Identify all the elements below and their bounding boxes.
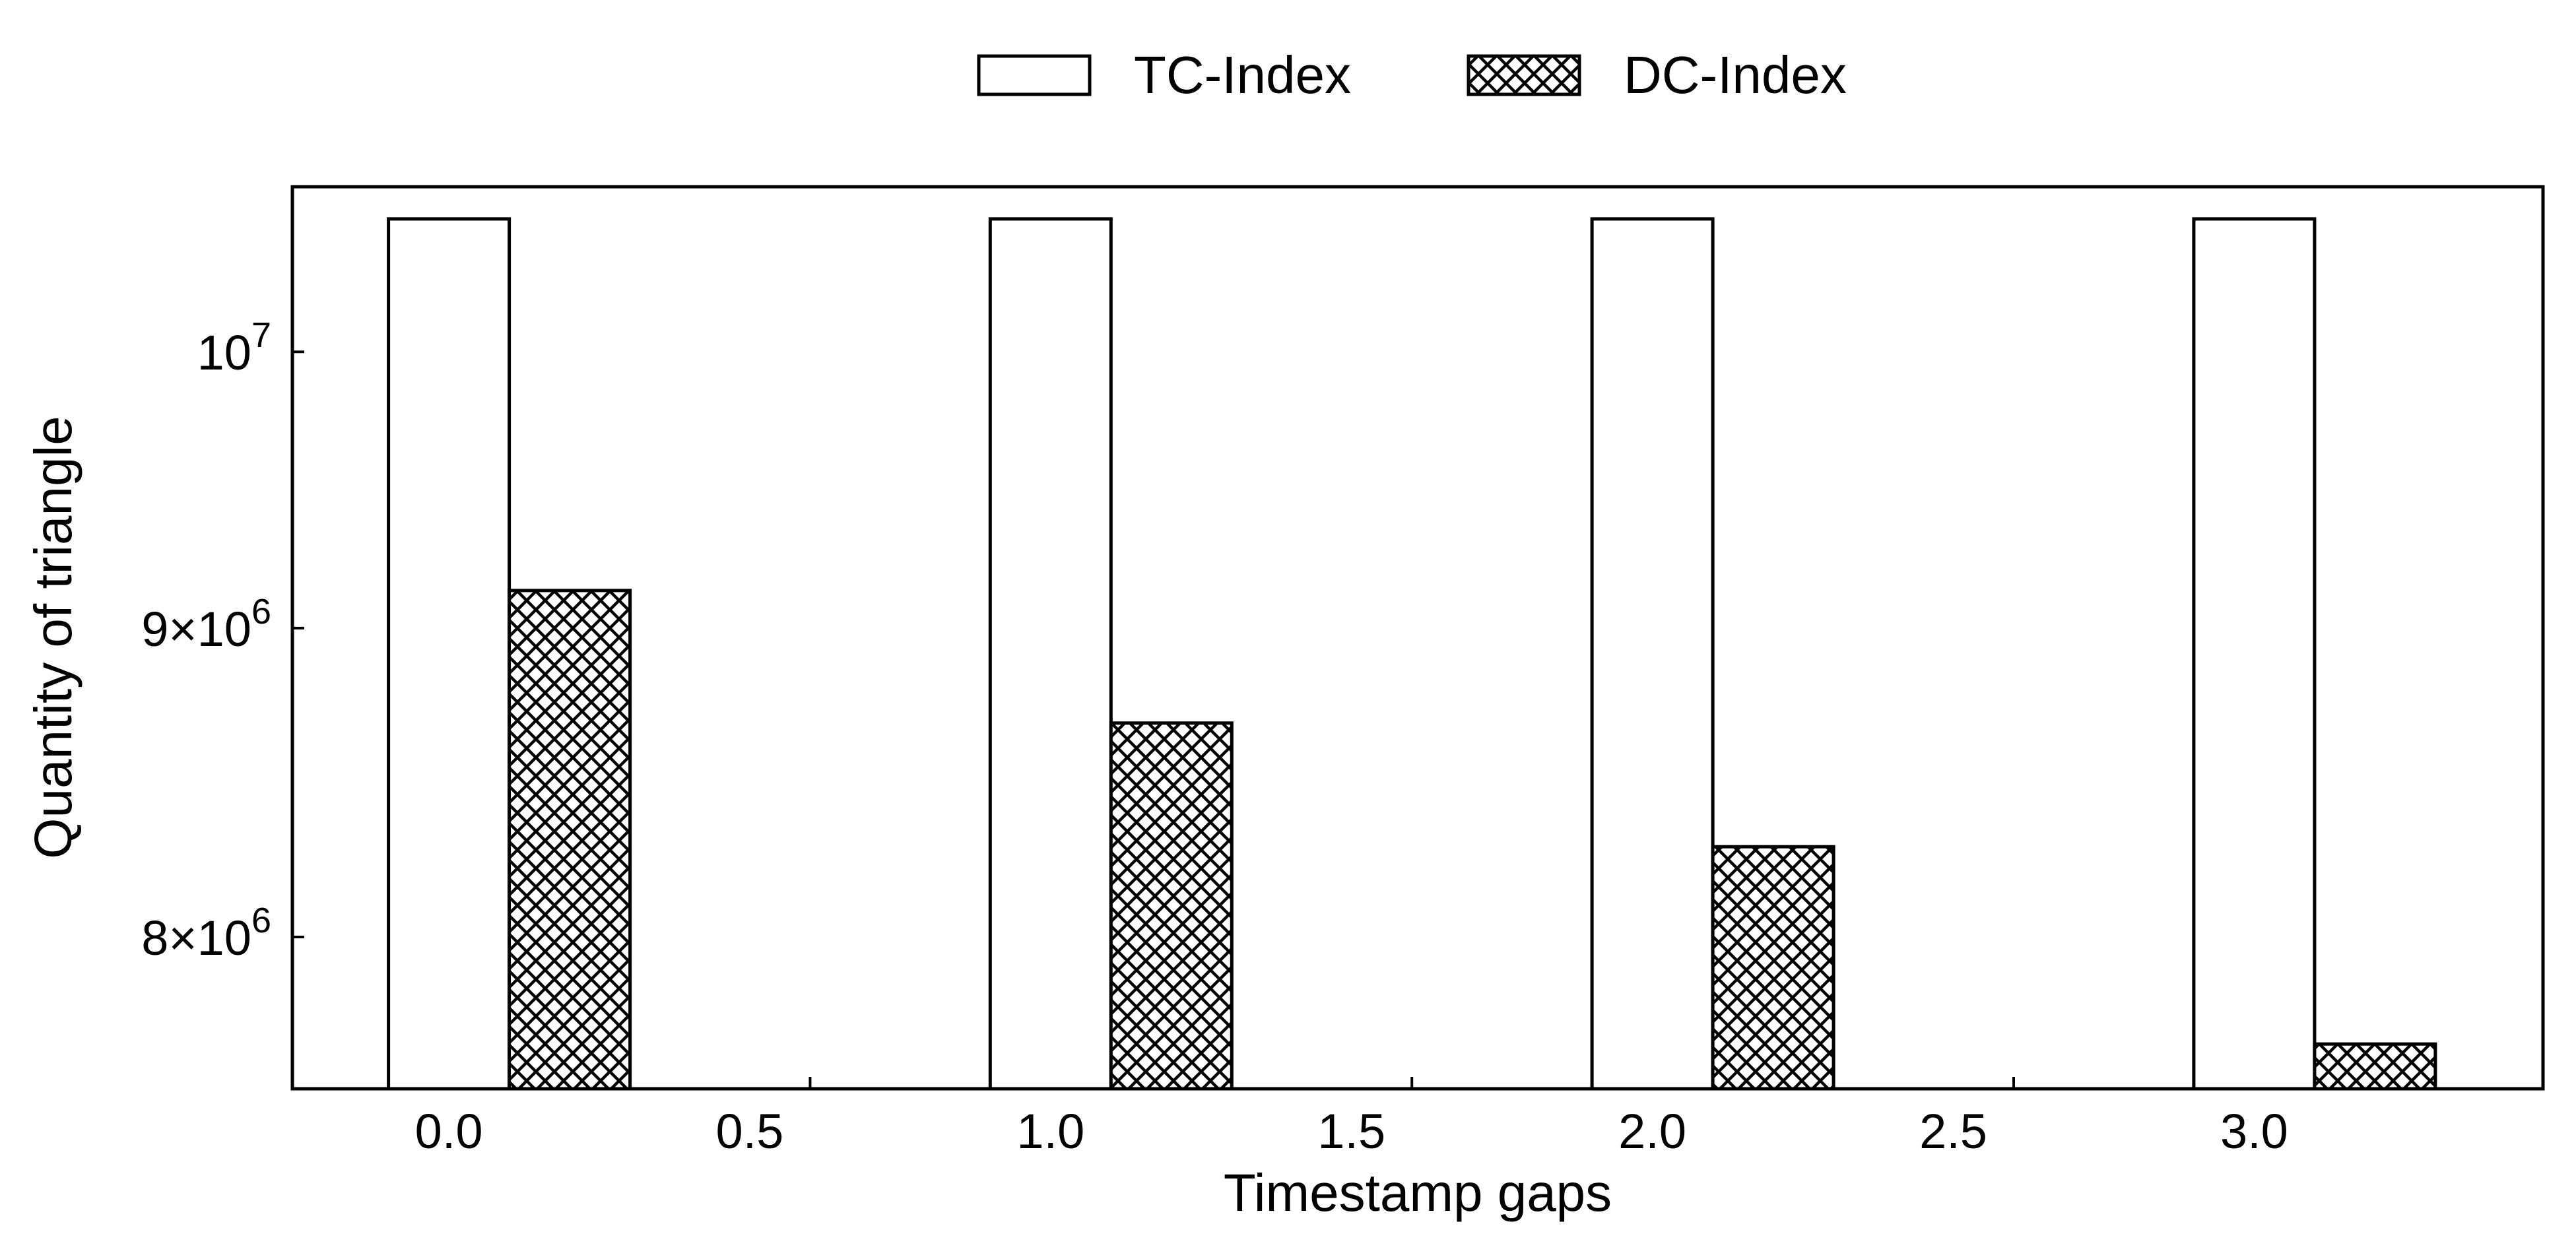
bar-dc-index-0 [508, 589, 632, 1091]
x-tick-label-2: 1.0 [1016, 1104, 1084, 1159]
x-tick-label-5: 2.5 [1919, 1104, 1987, 1159]
bar-dc-index-1 [1109, 721, 1234, 1091]
x-tick-label-3: 1.5 [1317, 1104, 1385, 1159]
bars-layer [387, 217, 2437, 1091]
x-axis-label: Timestamp gaps [1224, 1163, 1612, 1222]
bar-dc-index-3 [2313, 1042, 2437, 1091]
ticks-layer: 0.0 0.5 1.0 1.5 2.0 2.5 3.0 107 9×106 8×106 [141, 315, 2316, 1159]
bar-tc-index-3 [2192, 217, 2317, 1091]
x-tick-label-0: 0.0 [415, 1104, 483, 1159]
legend-swatch-dc-index [1467, 54, 1581, 96]
legend-label-tc-index: TC-Index [1134, 46, 1351, 104]
bar-tc-index-0 [387, 217, 512, 1091]
plot-area-frame [290, 185, 2545, 1091]
y-tick-label-1: 9×106 [141, 592, 271, 657]
bar-tc-index-2 [1590, 217, 1715, 1091]
x-tick-label-6: 3.0 [2220, 1104, 2288, 1159]
y-tick-label-0: 107 [197, 315, 271, 380]
x-tick-label-1: 0.5 [715, 1104, 783, 1159]
bar-tc-index-1 [988, 217, 1113, 1091]
x-tick-label-4: 2.0 [1618, 1104, 1686, 1159]
y-axis-label: Quantity of triangle [24, 416, 83, 858]
legend-swatch-tc-index [977, 54, 1092, 96]
legend-label-dc-index: DC-Index [1624, 46, 1847, 104]
bar-dc-index-2 [1711, 845, 1835, 1091]
y-tick-label-2: 8×106 [141, 901, 271, 965]
legend: TC-Index DC-Index [977, 46, 1847, 104]
